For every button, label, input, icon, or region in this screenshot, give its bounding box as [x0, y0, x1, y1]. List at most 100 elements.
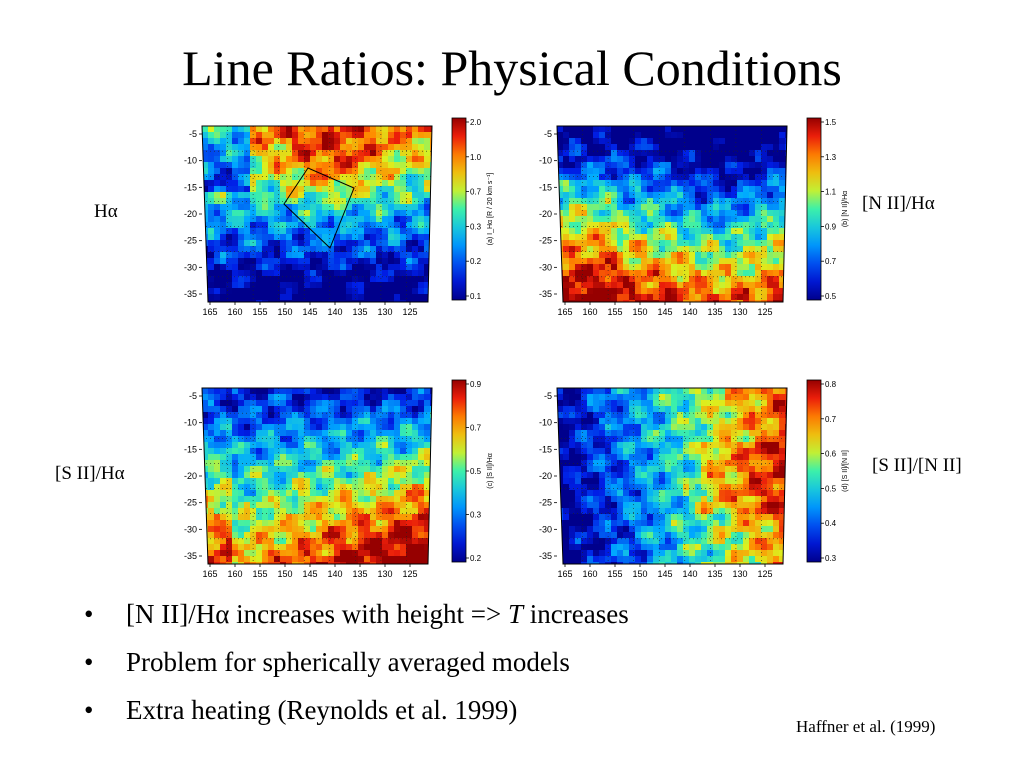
- bullet-list: • [N II]/Hα increases with height => T in…: [84, 590, 629, 734]
- heatmap-cells: [557, 126, 787, 302]
- colorbar-tick-label: 0.7: [470, 188, 482, 197]
- colorbar: [451, 379, 467, 563]
- x-tick-label: 130: [732, 307, 747, 317]
- bullet-item: • [N II]/Hα increases with height => T in…: [84, 599, 629, 629]
- x-tick-label: 150: [277, 569, 292, 579]
- y-tick-label: -30: [184, 262, 197, 272]
- x-tick-label: 135: [352, 307, 367, 317]
- heatmap-panel-sii-halpha: -5 -10 -15 -20 -25 -30 -35 165 160 155 150 145 140 13…: [184, 379, 494, 579]
- x-tick-label: 125: [402, 307, 417, 317]
- colorbar-tick-label: 0.7: [470, 424, 482, 433]
- colorbar-tick-label: 0.6: [825, 450, 837, 459]
- colorbar-tick-label: 0.5: [825, 484, 837, 493]
- x-tick-label: 155: [252, 569, 267, 579]
- y-tick-label: -15: [184, 182, 197, 192]
- heatmap-cells: [202, 126, 432, 302]
- colorbar-tick-label: 0.3: [825, 554, 837, 563]
- y-tick-label: -5: [189, 391, 197, 401]
- x-tick-label: 140: [682, 307, 697, 317]
- x-tick-label: 145: [657, 569, 672, 579]
- colorbar: [451, 117, 467, 301]
- colorbar-tick-label: 0.5: [470, 467, 482, 476]
- x-tick-label: 125: [402, 569, 417, 579]
- x-tick-label: 135: [352, 569, 367, 579]
- y-tick-label: -30: [539, 262, 552, 272]
- colorbar-tick-label: 0.2: [470, 257, 482, 266]
- x-tick-label: 140: [327, 307, 342, 317]
- x-tick-label: 150: [277, 307, 292, 317]
- heatmap-panel-nii-halpha: -5 -10 -15 -20 -25 -30 -35 165 160 155 150 145 140 13…: [539, 117, 849, 317]
- y-tick-label: -10: [539, 156, 552, 166]
- y-tick-label: -20: [184, 471, 197, 481]
- heatmap-cells: [202, 388, 432, 564]
- colorbar-title: (b) [N II]/Hα: [842, 191, 849, 227]
- x-tick-label: 145: [657, 307, 672, 317]
- x-tick-label: 150: [632, 569, 647, 579]
- x-tick-label: 145: [302, 569, 317, 579]
- x-tick-label: 160: [227, 307, 242, 317]
- heatmap-cells: [557, 388, 787, 564]
- x-tick-label: 165: [557, 569, 572, 579]
- x-tick-label: 155: [607, 569, 622, 579]
- y-tick-label: -5: [544, 391, 552, 401]
- colorbar-title: (a) I_Hα [R / 20 km s⁻¹]: [487, 173, 494, 246]
- colorbar-tick-label: 1.1: [825, 188, 837, 197]
- x-tick-label: 155: [607, 307, 622, 317]
- panel-label-halpha: Hα: [94, 201, 118, 222]
- colorbar-tick-label: 0.4: [825, 519, 837, 528]
- x-tick-label: 130: [732, 569, 747, 579]
- panel-label-sii-halpha: [S II]/Hα: [55, 463, 125, 484]
- y-tick-label: -30: [184, 524, 197, 534]
- x-tick-label: 165: [202, 569, 217, 579]
- y-tick-label: -25: [539, 236, 552, 246]
- y-tick-label: -15: [539, 444, 552, 454]
- panel-label-sii-nii: [S II]/[N II]: [872, 455, 962, 476]
- y-tick-label: -20: [539, 471, 552, 481]
- colorbar-tick-label: 0.2: [470, 554, 482, 563]
- x-tick-label: 130: [377, 307, 392, 317]
- y-tick-label: -20: [539, 209, 552, 219]
- colorbar-tick-label: 0.8: [825, 380, 837, 389]
- x-tick-label: 150: [632, 307, 647, 317]
- y-tick-label: -35: [539, 289, 552, 299]
- colorbar-tick-label: 1.5: [825, 118, 837, 127]
- x-tick-label: 160: [582, 307, 597, 317]
- y-tick-label: -5: [189, 129, 197, 139]
- colorbar-tick-label: 1.3: [825, 153, 837, 162]
- x-tick-label: 125: [757, 569, 772, 579]
- colorbar: [806, 379, 822, 563]
- y-tick-label: -25: [184, 498, 197, 508]
- x-tick-label: 145: [302, 307, 317, 317]
- bullet-item: • Extra heating (Reynolds et al. 1999): [84, 695, 518, 725]
- x-tick-label: 135: [707, 569, 722, 579]
- x-tick-label: 130: [377, 569, 392, 579]
- citation: Haffner et al. (1999): [796, 717, 936, 736]
- y-tick-label: -35: [184, 289, 197, 299]
- x-tick-label: 165: [557, 307, 572, 317]
- colorbar-tick-label: 0.5: [825, 292, 837, 301]
- colorbar-title: (d) [S II]/[N II]: [842, 450, 849, 492]
- colorbar-tick-label: 0.9: [470, 380, 482, 389]
- y-tick-label: -30: [539, 524, 552, 534]
- slide-title: Line Ratios: Physical Conditions: [182, 40, 842, 96]
- x-tick-label: 125: [757, 307, 772, 317]
- y-tick-label: -25: [184, 236, 197, 246]
- colorbar: [806, 117, 822, 301]
- y-tick-label: -20: [184, 209, 197, 219]
- y-tick-label: -15: [539, 182, 552, 192]
- colorbar-tick-label: 0.1: [470, 292, 482, 301]
- y-tick-label: -15: [184, 444, 197, 454]
- y-tick-label: -35: [539, 551, 552, 561]
- panel-label-nii-halpha: [N II]/Hα: [862, 193, 935, 214]
- y-tick-label: -10: [184, 156, 197, 166]
- colorbar-tick-label: 1.0: [470, 153, 482, 162]
- heatmap-panel-halpha: -5 -10 -15 -20 -25 -30 -35 165 160 155 150 145 140 13…: [184, 117, 494, 317]
- x-tick-label: 160: [582, 569, 597, 579]
- y-tick-label: -35: [184, 551, 197, 561]
- colorbar-tick-label: 0.3: [470, 511, 482, 520]
- colorbar-tick-label: 2.0: [470, 118, 482, 127]
- colorbar-tick-label: 0.7: [825, 415, 837, 424]
- y-tick-label: -10: [539, 418, 552, 428]
- colorbar-tick-label: 0.9: [825, 222, 837, 231]
- y-tick-label: -5: [544, 129, 552, 139]
